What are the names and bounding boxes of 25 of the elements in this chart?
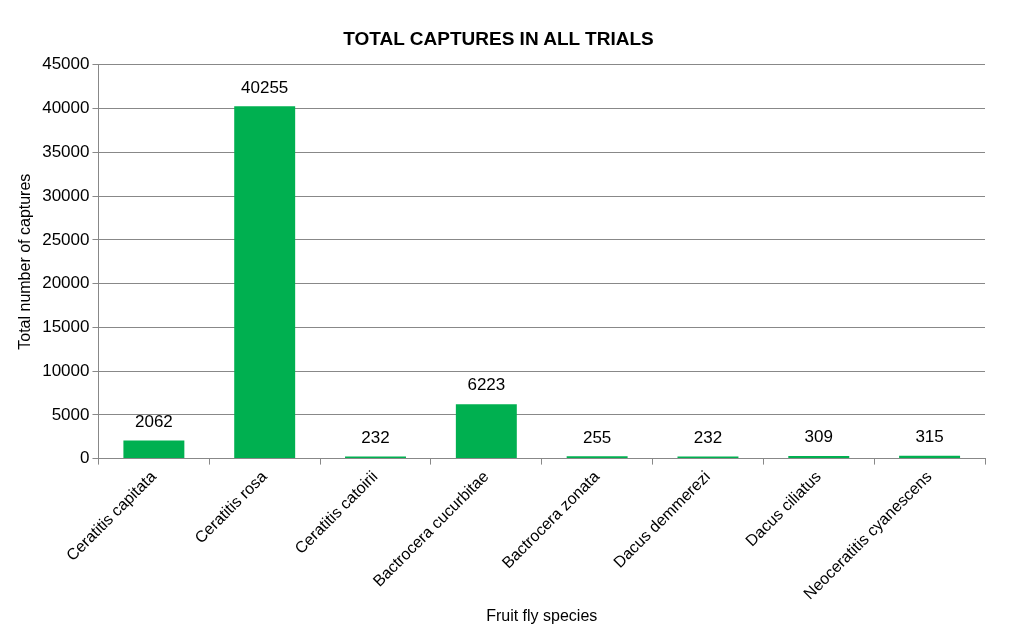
data-label: 2062 [134, 411, 173, 431]
data-label: 232 [361, 427, 390, 447]
y-tick-label: 5000 [51, 404, 90, 424]
data-label: 232 [693, 427, 723, 447]
y-tick-label: 0 [80, 448, 90, 468]
data-label: 40255 [241, 77, 289, 97]
bar [455, 404, 517, 459]
y-tick-label: 15000 [42, 317, 90, 337]
data-label: 255 [582, 427, 612, 447]
y-tick-label: 30000 [42, 185, 90, 205]
x-axis-title: Fruit fly species [486, 606, 598, 624]
data-label: 6223 [467, 375, 506, 395]
bar [123, 440, 185, 459]
y-axis-title: Total number of captures [16, 173, 34, 350]
data-label: 309 [804, 427, 833, 447]
data-label: 315 [915, 427, 944, 447]
y-tick-label: 40000 [42, 98, 90, 118]
y-tick-label: 45000 [42, 54, 90, 74]
y-tick-label: 35000 [42, 142, 90, 161]
bar [788, 455, 850, 459]
y-tick-label: 10000 [42, 360, 90, 380]
y-tick-label: 20000 [42, 273, 90, 293]
y-tick-label: 25000 [42, 229, 90, 249]
bar [234, 106, 296, 459]
chart-title: TOTAL CAPTURES IN ALL TRIALS [343, 27, 654, 49]
